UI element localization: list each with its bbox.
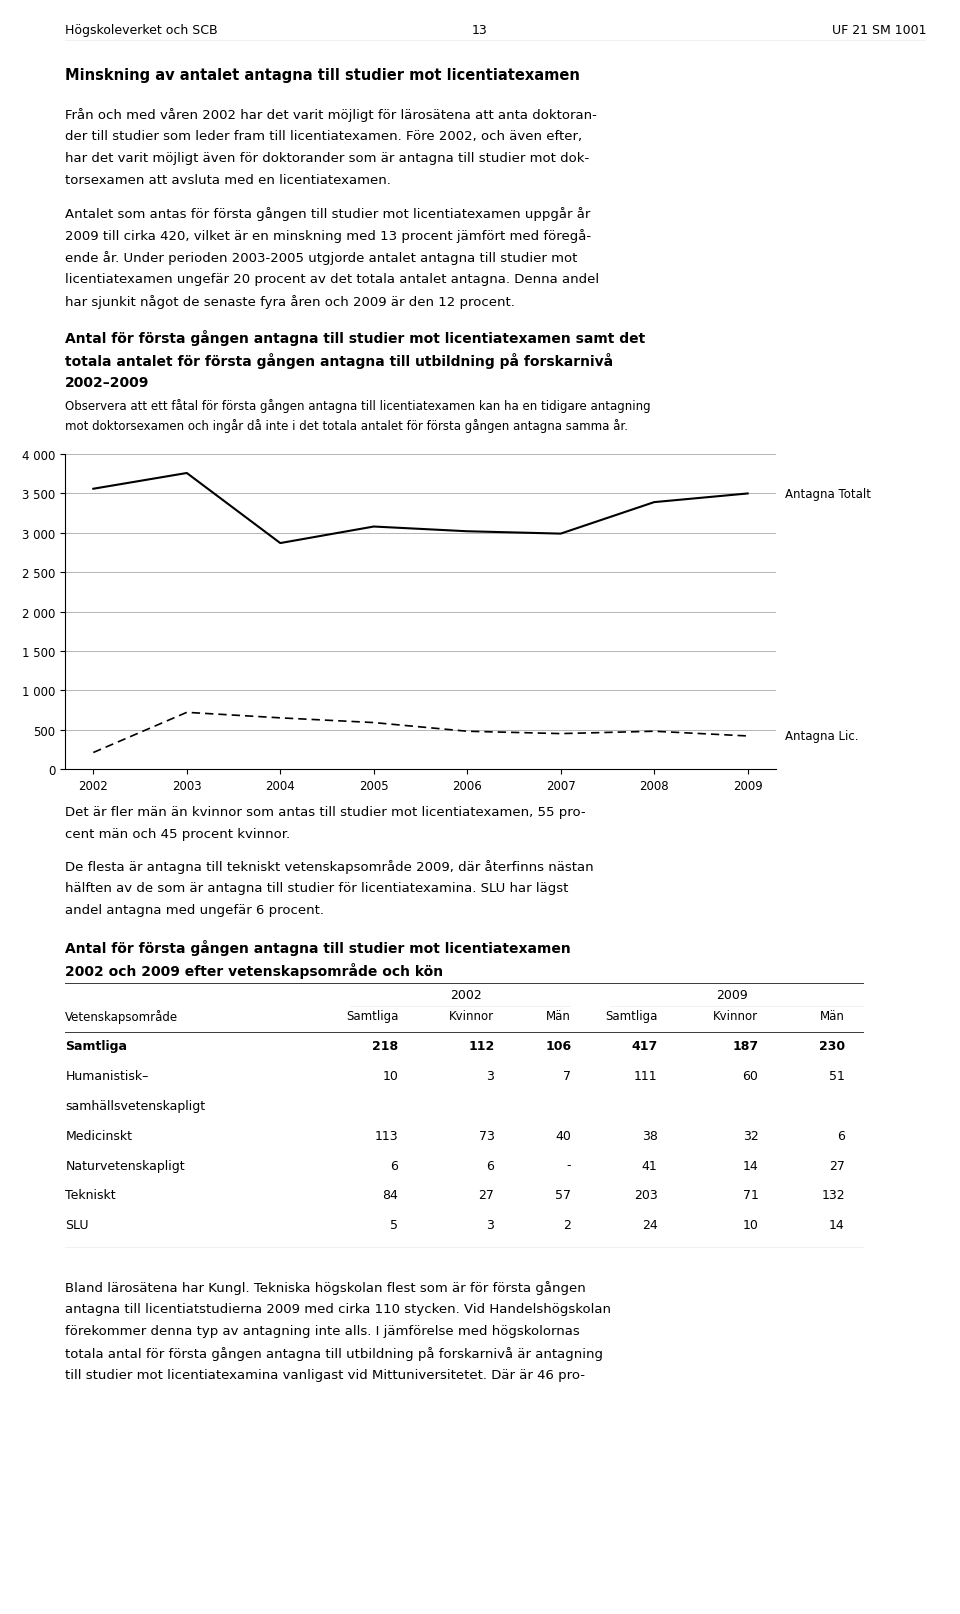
Text: Antal för första gången antagna till studier mot licentiatexamen: Antal för första gången antagna till stu… bbox=[65, 939, 571, 955]
Text: 71: 71 bbox=[742, 1188, 758, 1202]
Text: totala antalet för första gången antagna till utbildning på forskarnivå: totala antalet för första gången antagna… bbox=[65, 353, 613, 368]
Text: 203: 203 bbox=[634, 1188, 658, 1202]
Text: Tekniskt: Tekniskt bbox=[65, 1188, 116, 1202]
Text: Antagna Totalt: Antagna Totalt bbox=[785, 487, 872, 500]
Text: torsexamen att avsluta med en licentiatexamen.: torsexamen att avsluta med en licentiate… bbox=[65, 174, 391, 187]
Text: 187: 187 bbox=[732, 1039, 758, 1052]
Text: licentiatexamen ungefär 20 procent av det totala antalet antagna. Denna andel: licentiatexamen ungefär 20 procent av de… bbox=[65, 273, 599, 286]
Text: 417: 417 bbox=[632, 1039, 658, 1052]
Text: 41: 41 bbox=[642, 1159, 658, 1172]
Text: 10: 10 bbox=[742, 1219, 758, 1231]
Text: 60: 60 bbox=[742, 1068, 758, 1083]
Text: Högskoleverket och SCB: Högskoleverket och SCB bbox=[65, 24, 218, 37]
Text: 112: 112 bbox=[468, 1039, 494, 1052]
Text: Naturvetenskapligt: Naturvetenskapligt bbox=[65, 1159, 185, 1172]
Text: Antagna Lic.: Antagna Lic. bbox=[785, 730, 859, 742]
Text: Kvinnor: Kvinnor bbox=[449, 1009, 494, 1022]
Text: -: - bbox=[566, 1159, 571, 1172]
Text: 7: 7 bbox=[564, 1068, 571, 1083]
Text: 6: 6 bbox=[391, 1159, 398, 1172]
Text: Kvinnor: Kvinnor bbox=[713, 1009, 758, 1022]
Text: Antalet som antas för första gången till studier mot licentiatexamen uppgår år: Antalet som antas för första gången till… bbox=[65, 207, 590, 221]
Text: 2009 till cirka 420, vilket är en minskning med 13 procent jämfört med föregå-: 2009 till cirka 420, vilket är en minskn… bbox=[65, 229, 591, 242]
Text: totala antal för första gången antagna till utbildning på forskarnivå är antagni: totala antal för första gången antagna t… bbox=[65, 1346, 603, 1361]
Text: 3: 3 bbox=[487, 1219, 494, 1231]
Text: andel antagna med ungefär 6 procent.: andel antagna med ungefär 6 procent. bbox=[65, 904, 324, 917]
Text: samhällsvetenskapligt: samhällsvetenskapligt bbox=[65, 1099, 205, 1112]
Text: 14: 14 bbox=[743, 1159, 758, 1172]
Text: Humanistisk–: Humanistisk– bbox=[65, 1068, 149, 1083]
Text: 111: 111 bbox=[634, 1068, 658, 1083]
Text: 51: 51 bbox=[828, 1068, 845, 1083]
Text: 2002–2009: 2002–2009 bbox=[65, 376, 150, 389]
Text: 14: 14 bbox=[829, 1219, 845, 1231]
Text: SLU: SLU bbox=[65, 1219, 88, 1231]
Text: 84: 84 bbox=[382, 1188, 398, 1202]
Text: ende år. Under perioden 2003-2005 utgjorde antalet antagna till studier mot: ende år. Under perioden 2003-2005 utgjor… bbox=[65, 250, 578, 265]
Text: förekommer denna typ av antagning inte alls. I jämförelse med högskolornas: förekommer denna typ av antagning inte a… bbox=[65, 1325, 580, 1338]
Text: 5: 5 bbox=[391, 1219, 398, 1231]
Text: har sjunkit något de senaste fyra åren och 2009 är den 12 procent.: har sjunkit något de senaste fyra åren o… bbox=[65, 294, 516, 308]
Text: 27: 27 bbox=[828, 1159, 845, 1172]
Text: 2002 och 2009 efter vetenskapsområde och kön: 2002 och 2009 efter vetenskapsområde och… bbox=[65, 962, 444, 978]
Text: Det är fler män än kvinnor som antas till studier mot licentiatexamen, 55 pro-: Det är fler män än kvinnor som antas til… bbox=[65, 805, 586, 818]
Text: UF 21 SM 1001: UF 21 SM 1001 bbox=[832, 24, 926, 37]
Text: 57: 57 bbox=[555, 1188, 571, 1202]
Text: cent män och 45 procent kvinnor.: cent män och 45 procent kvinnor. bbox=[65, 826, 291, 839]
Text: 230: 230 bbox=[819, 1039, 845, 1052]
Text: till studier mot licentiatexamina vanligast vid Mittuniversitetet. Där är 46 pro: till studier mot licentiatexamina vanlig… bbox=[65, 1369, 586, 1382]
Text: Samtliga: Samtliga bbox=[346, 1009, 398, 1022]
Text: 2: 2 bbox=[564, 1219, 571, 1231]
Text: antagna till licentiatstudierna 2009 med cirka 110 stycken. Vid Handelshögskolan: antagna till licentiatstudierna 2009 med… bbox=[65, 1302, 612, 1315]
Text: Samtliga: Samtliga bbox=[65, 1039, 128, 1052]
Text: Från och med våren 2002 har det varit möjligt för lärosätena att anta doktoran-: Från och med våren 2002 har det varit mö… bbox=[65, 108, 597, 123]
Text: 13: 13 bbox=[472, 24, 488, 37]
Text: Samtliga: Samtliga bbox=[605, 1009, 658, 1022]
Text: Medicinskt: Medicinskt bbox=[65, 1128, 132, 1143]
Text: Minskning av antalet antagna till studier mot licentiatexamen: Minskning av antalet antagna till studie… bbox=[65, 68, 580, 82]
Text: De flesta är antagna till tekniskt vetenskapsområde 2009, där återfinns nästan: De flesta är antagna till tekniskt veten… bbox=[65, 860, 594, 873]
Text: 32: 32 bbox=[743, 1128, 758, 1143]
Text: 113: 113 bbox=[374, 1128, 398, 1143]
Text: Män: Män bbox=[546, 1009, 571, 1022]
Text: 3: 3 bbox=[487, 1068, 494, 1083]
Text: 73: 73 bbox=[478, 1128, 494, 1143]
Text: 106: 106 bbox=[545, 1039, 571, 1052]
Text: Vetenskapsområde: Vetenskapsområde bbox=[65, 1009, 179, 1023]
Text: 6: 6 bbox=[837, 1128, 845, 1143]
Text: Antal för första gången antagna till studier mot licentiatexamen samt det: Antal för första gången antagna till stu… bbox=[65, 329, 645, 345]
Text: 27: 27 bbox=[478, 1188, 494, 1202]
Text: mot doktorsexamen och ingår då inte i det totala antalet för första gången antag: mot doktorsexamen och ingår då inte i de… bbox=[65, 418, 628, 433]
Text: Observera att ett fåtal för första gången antagna till licentiatexamen kan ha en: Observera att ett fåtal för första gånge… bbox=[65, 399, 651, 413]
Text: 6: 6 bbox=[487, 1159, 494, 1172]
Text: 2009: 2009 bbox=[716, 989, 748, 1002]
Text: har det varit möjligt även för doktorander som är antagna till studier mot dok-: har det varit möjligt även för doktorand… bbox=[65, 152, 589, 165]
Text: hälften av de som är antagna till studier för licentiatexamina. SLU har lägst: hälften av de som är antagna till studie… bbox=[65, 881, 568, 894]
Text: 38: 38 bbox=[641, 1128, 658, 1143]
Text: 218: 218 bbox=[372, 1039, 398, 1052]
Text: 40: 40 bbox=[555, 1128, 571, 1143]
Text: 132: 132 bbox=[821, 1188, 845, 1202]
Text: Män: Män bbox=[820, 1009, 845, 1022]
Text: Bland lärosätena har Kungl. Tekniska högskolan flest som är för första gången: Bland lärosätena har Kungl. Tekniska hög… bbox=[65, 1280, 586, 1294]
Text: der till studier som leder fram till licentiatexamen. Före 2002, och även efter,: der till studier som leder fram till lic… bbox=[65, 129, 583, 144]
Text: 24: 24 bbox=[642, 1219, 658, 1231]
Text: 10: 10 bbox=[382, 1068, 398, 1083]
Text: 2002: 2002 bbox=[449, 989, 482, 1002]
